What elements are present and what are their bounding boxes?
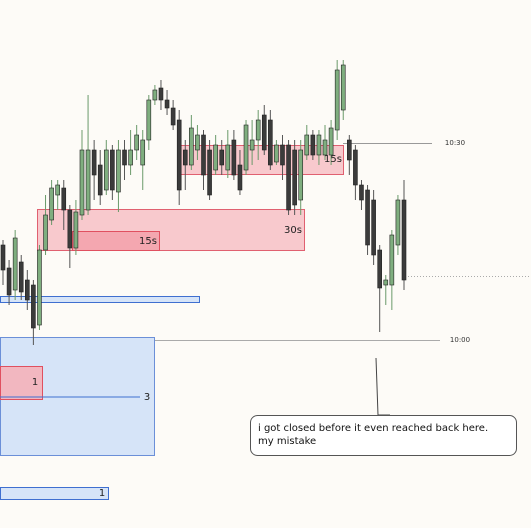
zone <box>72 231 160 251</box>
candle-body <box>116 149 121 193</box>
candle-body <box>67 209 73 249</box>
candle-body <box>231 139 237 176</box>
candle-body <box>328 127 334 156</box>
zone-label: 30s <box>284 225 302 236</box>
candle-body <box>189 127 194 166</box>
candle-body <box>6 267 12 296</box>
candle-body <box>79 149 85 216</box>
candle-body <box>140 139 146 166</box>
candle-body <box>97 164 103 196</box>
candle-body <box>18 261 24 293</box>
candle-body <box>176 119 182 191</box>
level-label: 10:00 <box>450 336 470 344</box>
candle-body <box>152 89 158 101</box>
candle-body <box>134 134 139 151</box>
candle-body <box>395 199 401 246</box>
candle-body <box>201 134 206 176</box>
candle-body <box>158 87 164 101</box>
candle-body <box>261 114 267 151</box>
candle-body <box>12 237 18 291</box>
zone <box>0 296 200 303</box>
candle-body <box>389 234 395 286</box>
zone <box>0 366 43 400</box>
candle-body <box>207 149 212 196</box>
candle-body <box>353 149 358 186</box>
candle-body <box>225 144 231 171</box>
candle-body <box>340 64 346 111</box>
candle-body <box>237 164 243 191</box>
candle-body <box>316 134 322 156</box>
zone <box>0 487 109 500</box>
candle-body <box>371 199 376 256</box>
candle-body <box>91 149 97 176</box>
candle-body <box>322 139 328 156</box>
candle-body <box>61 187 67 211</box>
candle-body <box>243 124 249 171</box>
candle-body <box>219 149 225 166</box>
zone-label: 15s <box>139 236 157 247</box>
candle-body <box>274 144 279 163</box>
candle-body <box>280 144 285 166</box>
candle-body <box>213 144 218 171</box>
candle-body <box>31 284 36 329</box>
candle-body <box>347 139 352 161</box>
candle-body <box>43 214 48 251</box>
zone-label: 15s <box>324 154 342 165</box>
candle-body <box>310 134 316 156</box>
candle-body <box>0 244 6 271</box>
candle-body <box>401 199 407 281</box>
candle-body <box>110 149 115 191</box>
callout-text: my mistake <box>258 436 316 447</box>
candle-body <box>73 211 79 249</box>
zone-label: 1 <box>32 377 38 388</box>
callout-box <box>250 415 517 456</box>
candle-body <box>25 279 30 301</box>
candle-body <box>286 144 291 211</box>
candle-body <box>304 134 310 156</box>
candle-body <box>170 107 176 126</box>
candle-body <box>146 99 152 141</box>
callout-text: i got closed before it even reached back… <box>258 423 488 434</box>
candle-body <box>249 139 255 151</box>
candle-body <box>128 149 133 166</box>
candle-body <box>195 134 200 151</box>
candle-body <box>334 69 340 131</box>
candle-body <box>268 119 273 166</box>
candles <box>0 60 407 345</box>
candle-body <box>55 184 60 196</box>
candle-body <box>255 119 261 141</box>
candle-body <box>103 149 109 191</box>
candle-body <box>85 149 91 211</box>
candle-body <box>377 249 382 289</box>
candle-body <box>359 184 364 201</box>
zone-label: 3 <box>144 392 150 403</box>
candle-body <box>49 187 54 221</box>
candle-body <box>365 189 370 246</box>
level-label: 10:30 <box>445 139 465 147</box>
candle-body <box>37 249 42 326</box>
candle-body <box>298 149 304 201</box>
candle-body <box>292 149 297 206</box>
candle-body <box>122 149 127 166</box>
zone-label: 1 <box>99 488 105 499</box>
candle-body <box>383 279 389 286</box>
candle-body <box>164 99 170 109</box>
candle-body <box>182 149 188 166</box>
